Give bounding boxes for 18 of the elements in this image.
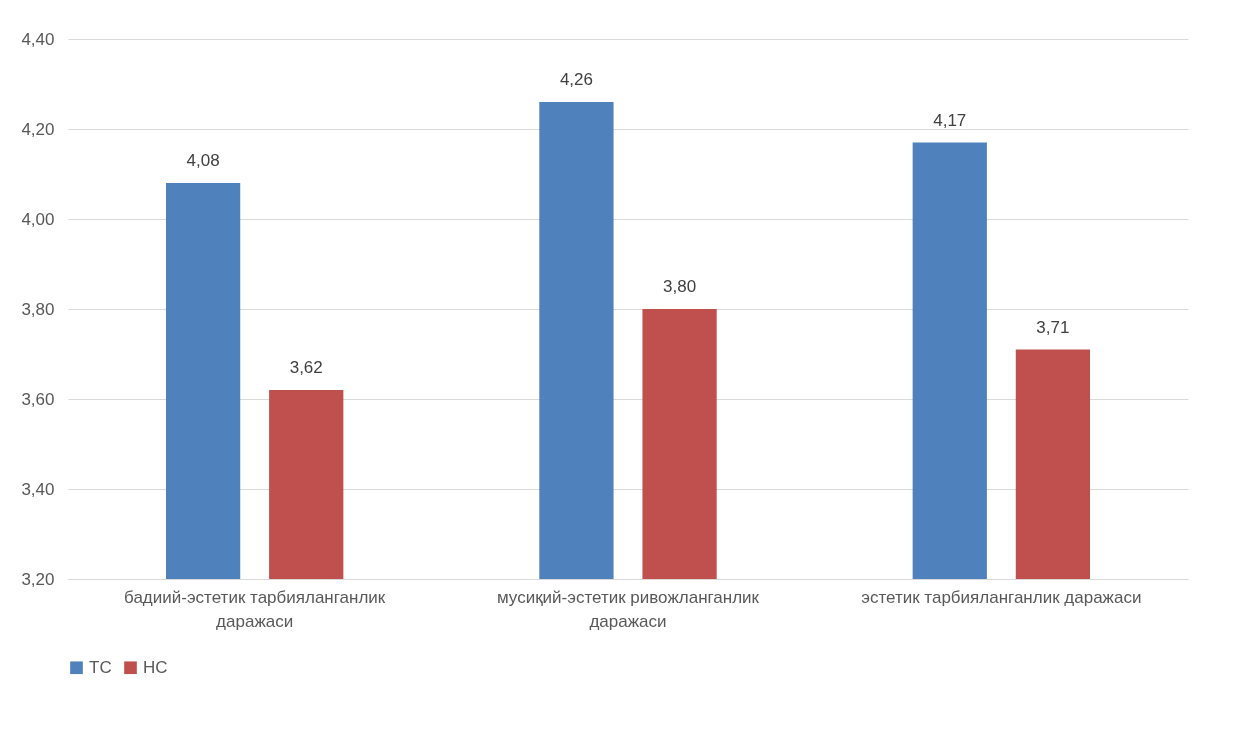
- data-label: 3,80: [663, 277, 697, 296]
- data-label: 4,17: [933, 110, 967, 130]
- data-label: 3,71: [1036, 317, 1070, 337]
- data-label: 4,08: [186, 151, 220, 170]
- legend-label: НС: [143, 657, 168, 677]
- x-tick-label: мусиқий-эстетик ривожланганлик даражаси: [496, 587, 760, 631]
- x-tick-label: бадиий-эстетик тарбияланганлик даражаси: [124, 587, 386, 631]
- x-tick-label: эстетик тарбияланганлик даражаси: [861, 587, 1142, 607]
- y-tick-label: 3,60: [21, 389, 55, 409]
- y-tick-label: 4,20: [21, 119, 55, 139]
- y-tick-label: 3,80: [21, 299, 55, 319]
- y-tick-label: 4,00: [21, 209, 55, 229]
- y-tick-label: 3,20: [21, 569, 55, 589]
- y-tick-label: 4,40: [21, 29, 55, 49]
- data-label: 3,62: [289, 358, 323, 377]
- legend-label: ТС: [89, 657, 112, 677]
- data-label: 4,26: [559, 70, 593, 89]
- y-tick-label: 3,40: [21, 479, 55, 499]
